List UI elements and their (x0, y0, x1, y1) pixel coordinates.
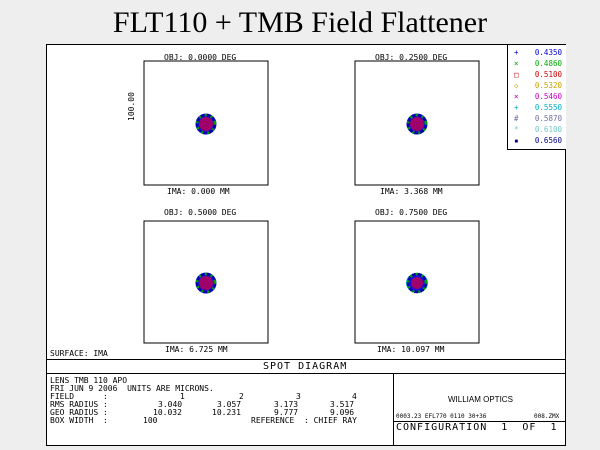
legend-symbol: + (514, 48, 519, 57)
field-number-3: 3 (296, 392, 301, 401)
legend-symbol: + (514, 103, 519, 112)
lens-info-block: LENS TMB 110 APO FRI JUN 9 2006 UNITS AR… (47, 373, 394, 445)
legend-entry: * 0.6100 (508, 125, 566, 135)
legend-wavelength: 0.5460 (534, 92, 562, 101)
legend-entry: × 0.4860 (508, 59, 566, 69)
reference-label: REFERENCE : CHIEF RAY (251, 416, 357, 425)
field-3-obj-label: OBJ: 0.5000 DEG (164, 208, 237, 217)
spot-diagram-sheet: OBJ: 0.0000 DEG OBJ: 0.2500 DEG IMA: 0.0… (46, 44, 566, 446)
legend-wavelength: 0.5550 (534, 103, 562, 112)
slide-title: FLT110 + TMB Field Flattener (112, 6, 488, 39)
configuration-label: CONFIGURATION 1 OF 1 (396, 422, 558, 433)
geo-value-3: 9.777 (274, 408, 299, 417)
rms-row-label: RMS RADIUS : (50, 400, 108, 409)
legend-symbol: ▪ (514, 136, 519, 145)
rms-value-1: 3.040 (158, 400, 183, 409)
field-1-ima-label: IMA: 0.000 MM (167, 187, 230, 196)
spot-panel-box (354, 220, 480, 344)
geo-value-1: 10.032 (153, 408, 182, 417)
legend-symbol: ◇ (514, 81, 519, 90)
field-1-obj-label: OBJ: 0.0000 DEG (164, 53, 237, 62)
field-4-ima-label: IMA: 10.097 MM (377, 345, 445, 354)
legend-wavelength: 0.6100 (534, 125, 562, 134)
field-2-ima-label: IMA: 3.368 MM (380, 187, 443, 196)
legend-wavelength: 0.5100 (534, 70, 562, 79)
file-info: 0003.23 EFL770 0110 30+36 (396, 413, 487, 420)
spot-cluster (406, 113, 428, 135)
legend-entry: □ 0.5100 (508, 70, 566, 80)
configuration-block: WILLIAM OPTICS 0003.23 EFL770 0110 30+36… (394, 373, 565, 445)
box-width-value: 100 (143, 416, 158, 425)
legend-symbol: × (514, 59, 519, 68)
legend-wavelength: 0.5870 (534, 114, 562, 123)
legend-symbol: × (514, 92, 519, 101)
legend-wavelength: 0.5320 (534, 81, 562, 90)
legend-entry: × 0.5460 (508, 92, 566, 102)
legend-entry: ◇ 0.5320 (508, 81, 566, 91)
field-4-obj-label: OBJ: 0.7500 DEG (375, 208, 448, 217)
rms-value-3: 3.173 (274, 400, 299, 409)
lens-date-units: FRI JUN 9 2006 UNITS ARE MICRONS. (50, 384, 214, 393)
legend-symbol: # (514, 114, 519, 123)
field-row-label: FIELD : (50, 392, 108, 401)
legend-entry: #0.5870 (508, 114, 566, 124)
legend-wavelength: 0.4350 (534, 48, 562, 57)
surface-label: SURFACE: IMA (50, 349, 108, 358)
geo-value-2: 10.231 (212, 408, 241, 417)
legend-wavelength: 0.4860 (534, 59, 562, 68)
field-3-ima-label: IMA: 6.725 MM (165, 345, 228, 354)
geo-value-4: 9.096 (330, 408, 355, 417)
field-2-obj-label: OBJ: 0.2500 DEG (375, 53, 448, 62)
field-number-1: 1 (180, 392, 185, 401)
rms-value-2: 3.057 (217, 400, 242, 409)
legend-symbol: □ (514, 70, 519, 79)
geo-row-label: GEO RADIUS : (50, 408, 108, 417)
config-divider (394, 421, 565, 422)
spot-cluster (195, 113, 217, 135)
box-width-axis-label: 100.00 (127, 92, 136, 121)
diagram-title: SPOT DIAGRAM (263, 361, 348, 372)
lens-name: LENS TMB 110 APO (50, 376, 128, 385)
field-number-2: 2 (239, 392, 244, 401)
spot-panel-box (143, 60, 269, 186)
spot-panels (143, 60, 480, 344)
legend-entry: ▪ 0.6560 (508, 136, 566, 146)
zmx-file-info: 008.ZMX (534, 413, 560, 420)
spot-cluster (195, 272, 217, 294)
legend-symbol: * (514, 125, 519, 134)
company-name: WILLIAM OPTICS (448, 395, 513, 404)
legend-wavelength: 0.6560 (534, 136, 562, 145)
spot-panel-box (354, 60, 480, 186)
wavelength-legend: +0.4350 × 0.4860 □ 0.5100 ◇ 0.5320 × 0.5460 +0.55… (507, 45, 566, 150)
spot-panel-box (143, 220, 269, 344)
spot-cluster (406, 272, 428, 294)
legend-entry: +0.4350 (508, 48, 566, 58)
box-width-row-label: BOX WIDTH : (50, 416, 108, 425)
legend-entry: +0.5550 (508, 103, 566, 113)
field-number-4: 4 (352, 392, 357, 401)
rms-value-4: 3.517 (330, 400, 355, 409)
diagram-title-bar: SPOT DIAGRAM (47, 359, 565, 374)
